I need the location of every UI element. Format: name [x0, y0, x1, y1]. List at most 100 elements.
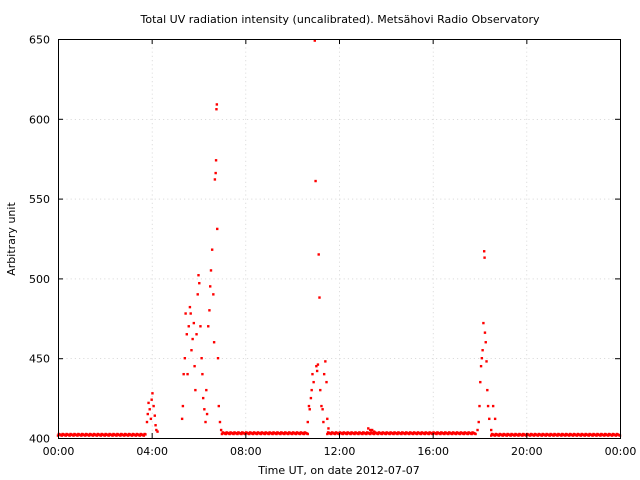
- data-point: [197, 274, 200, 277]
- baseline-point: [493, 434, 497, 437]
- data-point: [327, 427, 330, 430]
- data-point: [195, 333, 198, 336]
- baseline-point: [415, 432, 419, 436]
- baseline-point: [591, 434, 594, 437]
- data-point: [205, 412, 209, 416]
- baseline-point: [236, 432, 239, 436]
- baseline-point: [306, 432, 309, 436]
- data-point: [313, 39, 317, 42]
- y-tick-label: 450: [29, 353, 50, 366]
- baseline-point: [263, 432, 267, 436]
- data-point: [485, 360, 488, 363]
- baseline-point: [80, 434, 83, 437]
- data-point: [181, 404, 185, 408]
- baseline-point: [470, 432, 473, 436]
- baseline-point: [329, 432, 333, 436]
- data-point: [145, 420, 149, 424]
- y-axis-label: Arbitrary unit: [5, 202, 18, 276]
- data-point: [189, 312, 192, 315]
- x-tick-label: 16:00: [417, 445, 449, 458]
- x-tick-label: 12:00: [324, 445, 356, 458]
- baseline-point: [107, 434, 110, 437]
- x-tick-label: 08:00: [230, 445, 262, 458]
- baseline-point: [138, 434, 142, 437]
- baseline-point: [333, 432, 337, 436]
- x-axis-label: Time UT, on date 2012-07-07: [257, 464, 420, 477]
- data-point: [326, 417, 329, 421]
- baseline-point: [287, 432, 290, 436]
- x-tick-label: 20:00: [511, 445, 543, 458]
- data-point: [309, 396, 313, 400]
- x-tick-label: 04:00: [136, 445, 168, 458]
- baseline-point: [349, 432, 352, 436]
- data-point: [212, 293, 215, 296]
- data-point: [493, 417, 497, 421]
- data-point: [476, 428, 479, 432]
- baseline-point: [462, 432, 466, 436]
- data-point: [184, 312, 187, 315]
- baseline-point: [501, 434, 505, 437]
- data-point: [148, 408, 151, 411]
- data-point: [210, 248, 214, 251]
- baseline-point: [466, 432, 469, 436]
- baseline-point: [564, 434, 567, 437]
- data-point: [214, 171, 217, 175]
- data-point: [192, 321, 196, 325]
- data-point: [185, 333, 188, 336]
- data-point: [186, 372, 189, 376]
- baseline-point: [599, 434, 602, 437]
- data-point: [218, 420, 222, 424]
- baseline-point: [376, 432, 380, 436]
- data-point: [217, 404, 220, 408]
- data-point: [486, 388, 489, 392]
- baseline-point: [326, 432, 329, 436]
- data-point: [201, 396, 205, 400]
- baseline-point: [380, 432, 384, 436]
- y-tick-label: 400: [29, 433, 50, 446]
- baseline-point: [517, 434, 520, 437]
- baseline-point: [603, 434, 606, 437]
- data-point: [488, 417, 491, 421]
- data-point: [147, 401, 150, 405]
- data-point: [212, 341, 216, 344]
- baseline-point: [532, 434, 536, 437]
- data-point: [325, 380, 328, 384]
- baseline-point: [127, 434, 130, 437]
- baseline-point: [91, 434, 95, 437]
- baseline-point: [255, 432, 259, 436]
- data-point: [199, 325, 202, 328]
- data-point: [324, 360, 327, 363]
- baseline-point: [361, 432, 364, 436]
- baseline-point: [341, 432, 345, 436]
- data-point: [484, 341, 487, 344]
- data-point: [153, 414, 156, 417]
- data-point: [146, 412, 149, 416]
- baseline-point: [575, 434, 579, 437]
- baseline-point: [505, 434, 509, 437]
- baseline-point: [439, 432, 442, 436]
- baseline-point: [419, 432, 423, 436]
- data-point: [188, 305, 192, 309]
- baseline-point: [587, 434, 590, 437]
- baseline-point: [68, 434, 71, 437]
- baseline-point: [290, 432, 294, 436]
- baseline-point: [224, 432, 228, 436]
- baseline-point: [435, 432, 438, 436]
- data-point: [156, 430, 159, 433]
- data-point: [198, 281, 201, 285]
- baseline-point: [529, 434, 532, 437]
- data-point: [183, 357, 187, 360]
- baseline-point: [536, 434, 540, 437]
- baseline-point: [509, 434, 512, 437]
- baseline-point: [548, 434, 551, 437]
- grid-lines: [58, 39, 620, 438]
- data-point: [316, 363, 320, 366]
- data-point: [215, 103, 219, 106]
- baseline-point: [76, 434, 79, 437]
- data-point: [190, 349, 193, 352]
- data-point: [204, 420, 207, 424]
- data-point: [216, 227, 219, 231]
- data-points: [56, 39, 622, 437]
- baseline-point: [279, 432, 282, 436]
- baseline-point: [267, 432, 270, 436]
